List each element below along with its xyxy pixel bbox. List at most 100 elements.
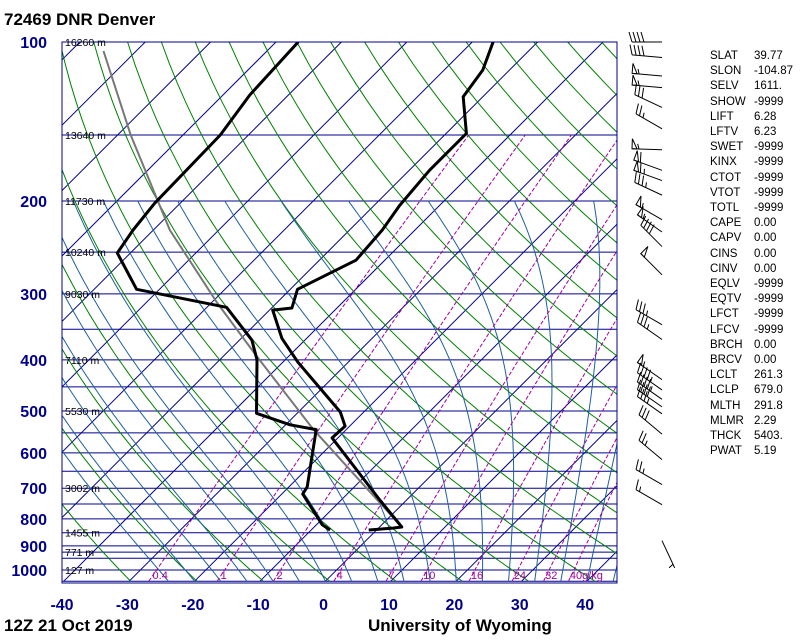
wind-barb-full <box>638 301 643 312</box>
stat-value: -9999 <box>754 323 784 336</box>
wind-barb-half <box>637 143 640 150</box>
wind-barb-staff <box>638 414 663 435</box>
stat-label: LFTV <box>710 126 739 139</box>
stat-row: SELV 1611. <box>710 79 793 94</box>
stat-value: 679.0 <box>754 384 783 397</box>
stat-row: SWET -9999 <box>710 140 793 155</box>
stat-label: THCK <box>710 430 742 443</box>
wind-barb-staff <box>661 540 676 569</box>
wind-barb <box>628 31 662 43</box>
temperature-line <box>271 42 495 532</box>
mixing-ratio-line <box>385 203 617 582</box>
wind-barb-flag <box>640 246 649 259</box>
wind-barb <box>661 540 676 569</box>
wind-barb-full <box>633 44 637 56</box>
wind-barb-half <box>642 112 645 118</box>
moist-adiabat-line <box>72 200 326 582</box>
stat-row: CTOT -9999 <box>710 171 793 186</box>
moist-adiabat-line <box>560 200 601 582</box>
wind-barb-staff <box>635 309 663 326</box>
stat-value: 261.3 <box>754 369 783 382</box>
moist-adiabat-line <box>137 200 379 582</box>
chart-title: 72469 DNR Denver <box>4 10 156 29</box>
stat-row: EQTV -9999 <box>710 292 793 307</box>
isotherm-line <box>194 158 617 582</box>
isotherm-line <box>0 42 14 581</box>
pressure-tick-label: 1000 <box>11 563 47 580</box>
wind-barb-full <box>638 405 644 416</box>
dry-adiabat-line <box>194 42 617 514</box>
wind-barb-full <box>642 303 646 314</box>
isotherm-line <box>63 42 604 582</box>
mixing-ratio-label: 2 <box>276 570 282 582</box>
wind-barb-staff <box>638 439 663 461</box>
wind-barb-full <box>636 362 642 373</box>
stat-row: CINS 0.00 <box>710 247 793 262</box>
stat-label: LFCT <box>710 308 739 321</box>
stat-label: SHOW <box>710 95 746 108</box>
wind-barb <box>633 160 663 182</box>
height-label: 10240 m <box>65 247 106 259</box>
wind-barb-full <box>634 84 637 95</box>
stat-row: LFTV 6.23 <box>710 125 793 140</box>
mixing-ratio-line <box>511 383 617 582</box>
height-label: 11730 m <box>65 196 105 208</box>
stat-row: VTOT -9999 <box>710 186 793 201</box>
wind-barb <box>635 459 663 486</box>
plot-area <box>0 42 617 582</box>
moist-adiabat-line <box>586 441 617 582</box>
stat-row: CAPE 0.00 <box>710 216 793 231</box>
wind-barb-full <box>646 378 652 390</box>
moist-adiabat-line <box>62 376 222 582</box>
wind-barb-staff <box>635 489 663 506</box>
moist-adiabat-line <box>347 200 484 582</box>
wind-barb-full <box>636 372 642 383</box>
stat-label: SWET <box>710 141 744 154</box>
wind-barb-staff <box>635 113 663 130</box>
stat-row: BRCH 0.00 <box>710 338 793 353</box>
wind-barb-full <box>641 407 647 418</box>
wind-barb <box>631 138 663 151</box>
moist-adiabat-line <box>612 563 617 582</box>
height-label: 5530 m <box>65 406 100 418</box>
wind-barb <box>635 103 663 130</box>
stat-value: -9999 <box>754 308 784 321</box>
stat-value: 2.29 <box>754 414 777 427</box>
stat-label: BRCV <box>710 354 742 367</box>
stat-row: BRCV 0.00 <box>710 353 793 368</box>
stat-row: LCLP 679.0 <box>710 383 793 398</box>
wind-barb-half <box>637 68 640 75</box>
wind-barb-full <box>638 105 643 116</box>
temperature-tick-label: -20 <box>181 597 204 614</box>
height-label: 9030 m <box>65 289 100 301</box>
wind-barb <box>636 372 663 400</box>
isotherm-line <box>62 42 146 126</box>
dry-adiabat-line <box>160 42 617 555</box>
wind-barb-full <box>637 45 641 56</box>
mixing-ratio-line <box>568 481 617 582</box>
wind-barb-flag <box>636 353 644 367</box>
wind-barb-full <box>639 162 642 173</box>
wind-barb-full <box>628 31 633 43</box>
wind-barb-full <box>640 314 645 325</box>
moist-adiabat-line <box>62 449 169 582</box>
wind-barb-full <box>636 31 641 43</box>
height-label: 13640 m <box>65 130 106 142</box>
stat-value: -9999 <box>754 293 784 306</box>
stat-label: LFCV <box>710 323 740 336</box>
isotherm-line <box>455 419 617 582</box>
dry-adiabat-line <box>62 348 264 582</box>
mixing-ratio-label: 24 <box>514 570 526 582</box>
wind-barb-full <box>641 87 645 99</box>
wind-barb <box>634 84 663 108</box>
wind-barb-full <box>641 175 645 186</box>
pressure-tick-label: 900 <box>20 539 47 556</box>
stat-value: -9999 <box>754 186 784 199</box>
wind-barb-full <box>640 31 645 43</box>
height-label: 1455 m <box>65 528 100 540</box>
wind-barb-flag <box>631 63 638 75</box>
moist-adiabat-line <box>62 335 248 582</box>
temperature-tick-label: -40 <box>50 597 73 614</box>
